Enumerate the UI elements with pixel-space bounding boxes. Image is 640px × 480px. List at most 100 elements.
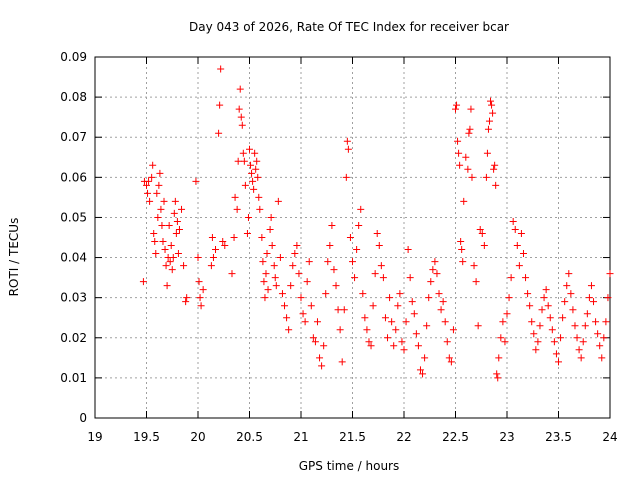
data-point [261, 294, 269, 302]
data-point [604, 294, 612, 302]
data-point [392, 326, 400, 334]
data-point [367, 342, 375, 350]
data-point [453, 101, 461, 109]
data-point [237, 113, 245, 121]
data-point [166, 258, 174, 266]
data-point [490, 165, 498, 173]
x-tick-label: 21 [293, 430, 308, 444]
data-point [243, 229, 251, 237]
data-point [309, 334, 317, 342]
data-point [157, 205, 165, 213]
data-point [170, 209, 178, 217]
data-point [299, 310, 307, 318]
data-point [180, 262, 188, 270]
data-point [590, 298, 598, 306]
data-point [263, 250, 271, 258]
data-point [346, 234, 354, 241]
x-tick-label: 22 [396, 430, 411, 444]
data-point [230, 234, 238, 241]
grid-lines [95, 57, 610, 418]
data-point [522, 274, 530, 282]
data-point [454, 137, 462, 145]
data-point [482, 173, 490, 181]
data-point [268, 242, 276, 250]
data-point [234, 157, 242, 165]
data-point [548, 326, 556, 334]
data-point [270, 262, 278, 270]
data-point [195, 278, 203, 286]
data-point [386, 294, 394, 302]
data-point [464, 165, 472, 173]
plot-frame [94, 56, 611, 419]
x-tick-label: 21.5 [339, 430, 366, 444]
data-point [199, 286, 207, 294]
x-tick-label: 20 [190, 430, 205, 444]
data-point [158, 221, 166, 229]
x-tick-label: 24 [602, 430, 617, 444]
y-tick-label: 0.02 [60, 331, 87, 345]
data-point [567, 290, 575, 298]
data-point [467, 105, 475, 113]
data-point [334, 306, 342, 314]
data-point [169, 254, 177, 262]
data-point [324, 258, 332, 266]
data-point [344, 145, 352, 153]
data-point [398, 338, 406, 346]
y-tick-label: 0.08 [60, 90, 87, 104]
tick-labels: 0 0.01 0.02 0.03 0.04 0.05 0.06 0.07 0.08 0.09 19 1… [60, 50, 617, 444]
data-point [505, 294, 513, 302]
data-point [297, 294, 305, 302]
data-point [495, 354, 503, 362]
data-point [511, 225, 519, 233]
data-point [303, 278, 311, 286]
data-point [449, 326, 457, 334]
data-point [330, 266, 338, 274]
data-point [472, 278, 480, 286]
data-point [153, 189, 161, 197]
data-point [501, 338, 509, 346]
data-point [143, 181, 150, 189]
data-point [542, 286, 550, 294]
data-point [431, 258, 439, 266]
data-point [215, 129, 223, 137]
data-point [400, 346, 408, 354]
data-point [491, 161, 499, 169]
data-point [267, 213, 275, 221]
data-point [175, 225, 183, 233]
data-point [228, 270, 236, 278]
data-point [305, 258, 313, 266]
data-point [462, 153, 470, 161]
data-point [476, 225, 484, 233]
data-point [240, 157, 248, 165]
data-point [459, 258, 467, 266]
data-point [353, 246, 361, 254]
data-point [377, 262, 385, 270]
y-tick-label: 0.01 [60, 371, 87, 385]
data-point [600, 334, 608, 342]
data-point [536, 322, 544, 330]
data-point [559, 314, 567, 322]
data-point [307, 302, 315, 310]
data-point [515, 262, 523, 270]
y-tick-label: 0.09 [60, 50, 87, 64]
data-point [427, 278, 435, 286]
data-point [247, 161, 255, 169]
data-point [544, 302, 552, 310]
data-point [194, 254, 202, 262]
data-point [602, 318, 610, 326]
data-point [154, 213, 162, 221]
data-point [365, 338, 373, 346]
data-point [575, 346, 583, 354]
data-point [192, 177, 200, 185]
data-point [289, 262, 297, 270]
data-point [236, 85, 244, 93]
data-point [596, 342, 604, 350]
data-point [259, 258, 267, 266]
data-point [328, 221, 336, 229]
data-point [336, 326, 344, 334]
data-point [231, 193, 239, 201]
data-point [485, 117, 493, 125]
data-point [470, 262, 478, 270]
data-point [167, 242, 175, 250]
data-point [414, 342, 422, 350]
